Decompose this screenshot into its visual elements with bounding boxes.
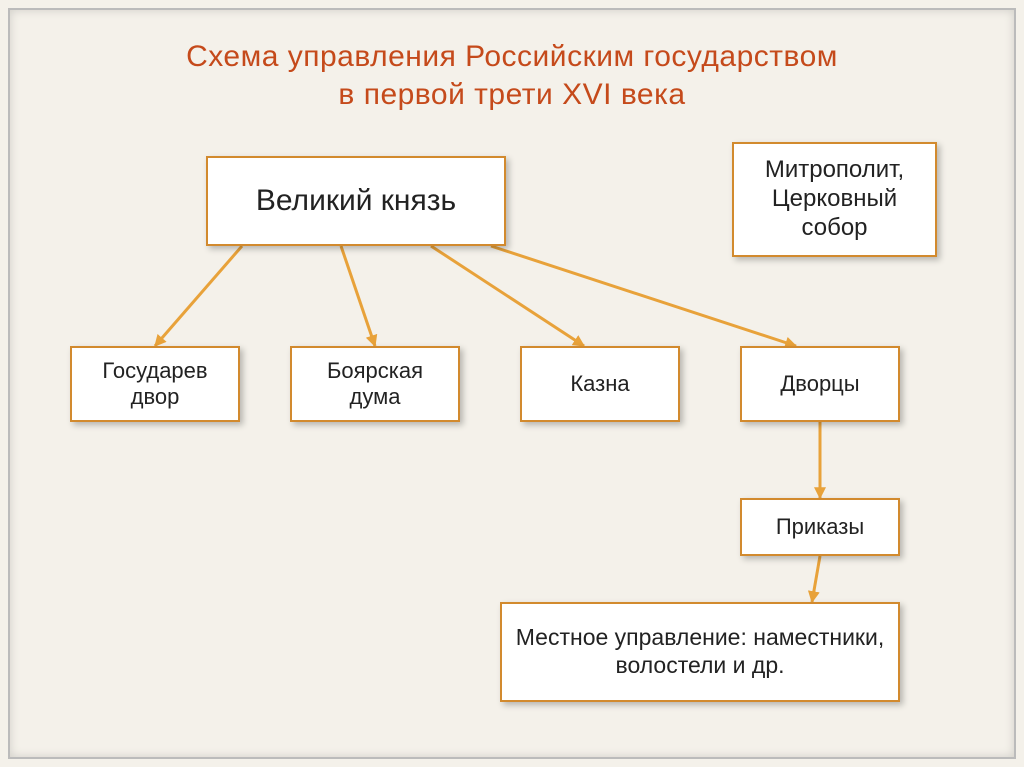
- diagram-title: Схема управления Российским государством…: [10, 38, 1014, 113]
- node-local: Местное управление: наместники, волостел…: [500, 602, 900, 702]
- title-line-1: Схема управления Российским государством: [186, 40, 838, 73]
- node-palaces: Дворцы: [740, 346, 900, 422]
- node-prince: Великий князь: [206, 156, 506, 246]
- node-orders: Приказы: [740, 498, 900, 556]
- node-duma: Боярская дума: [290, 346, 460, 422]
- node-treasury: Казна: [520, 346, 680, 422]
- title-line-2: в первой трети XVI века: [338, 78, 685, 111]
- node-court: Государев двор: [70, 346, 240, 422]
- node-church: Митрополит, Церковный собор: [732, 142, 937, 257]
